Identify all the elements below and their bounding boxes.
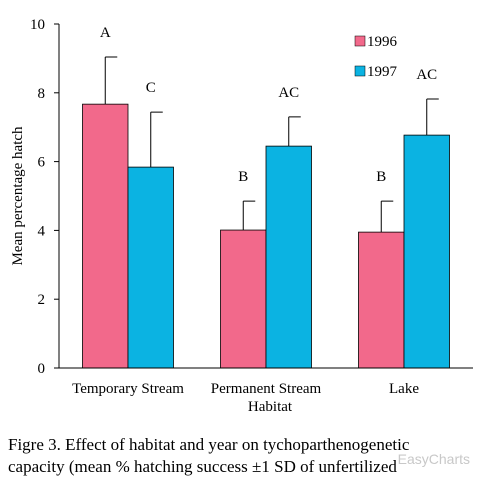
watermark: EasyCharts xyxy=(398,451,470,467)
error-bar xyxy=(380,200,394,233)
error-bar xyxy=(288,116,301,147)
x-tick-label: Temporary Stream xyxy=(72,381,184,397)
caption-line: Figre 3. Effect of habitat and year on t… xyxy=(8,435,410,454)
bar xyxy=(265,145,312,369)
bar xyxy=(358,231,405,369)
legend-label: 1996 xyxy=(367,34,398,50)
y-tick-label: 6 xyxy=(38,155,46,171)
y-tick-label: 0 xyxy=(38,361,46,377)
significance-letter: AC xyxy=(278,85,299,101)
significance-letter: B xyxy=(376,169,386,185)
y-tick-label: 2 xyxy=(38,292,46,308)
x-tick-label: Permanent Stream xyxy=(211,381,322,397)
x-axis-label: Habitat xyxy=(248,399,293,415)
bar xyxy=(220,229,267,369)
bar xyxy=(82,103,129,369)
significance-letter: A xyxy=(100,25,111,41)
y-axis-label: Mean percentage hatch xyxy=(10,126,26,266)
y-tick-label: 8 xyxy=(38,86,46,102)
legend-swatch xyxy=(354,65,366,77)
bar xyxy=(403,134,450,369)
significance-letter: AC xyxy=(416,67,437,83)
legend-label: 1997 xyxy=(367,64,398,80)
significance-letter: B xyxy=(238,169,248,185)
legend-swatch xyxy=(354,35,366,47)
bar xyxy=(127,166,174,369)
error-bar xyxy=(242,200,256,231)
significance-letter: C xyxy=(146,80,156,96)
error-bar xyxy=(426,98,439,136)
y-tick-label: 10 xyxy=(30,17,45,33)
x-tick-label: Lake xyxy=(389,381,419,397)
y-tick-label: 4 xyxy=(38,223,46,239)
error-bar xyxy=(150,111,163,168)
caption-line: capacity (mean % hatching success ±1 SD … xyxy=(8,457,397,476)
error-bar xyxy=(104,56,118,105)
